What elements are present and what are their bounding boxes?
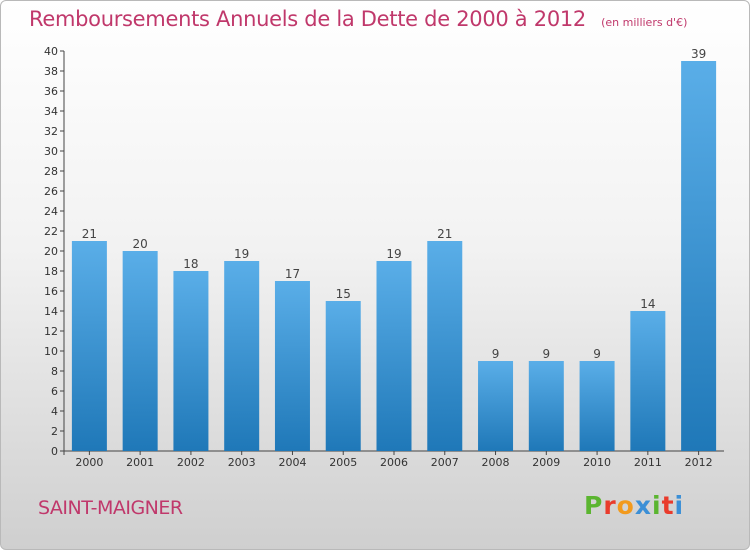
data-label: 18 [183,257,198,271]
bar [579,361,615,451]
x-tick-label: 2007 [431,456,459,469]
x-tick-label: 2001 [126,456,154,469]
data-label: 9 [492,347,500,361]
data-label: 19 [234,247,249,261]
logo-letter: r [603,491,617,520]
x-tick-label: 2000 [75,456,103,469]
chart-title: Remboursements Annuels de la Dette de 20… [29,7,586,31]
title-block: Remboursements Annuels de la Dette de 20… [29,7,687,31]
commune-name: SAINT-MAIGNER [38,497,183,519]
x-tick-label: 2011 [634,456,662,469]
y-tick-label: 34 [44,105,58,118]
label-layer: 2000 21 2001 20 2002 18 2003 19 2004 17 2005 15 2006… [75,47,712,469]
x-tick-label: 2006 [380,456,408,469]
data-label: 39 [691,47,706,61]
logo-letter: i [652,491,662,520]
logo-letter: P [584,491,604,520]
logo-letter: o [616,491,635,520]
data-label: 20 [133,237,148,251]
y-tick-label: 26 [44,185,58,198]
bar [122,251,158,451]
bar [376,261,412,451]
x-tick-label: 2002 [177,456,205,469]
y-tick-label: 40 [44,45,58,58]
bar [173,271,209,451]
logo-letter: i [674,491,685,520]
y-tick-label: 20 [44,245,58,258]
y-tick-label: 2 [51,425,58,438]
x-tick-label: 2004 [278,456,306,469]
y-tick-label: 22 [44,225,58,238]
logo-letter: x [634,491,652,520]
bar [630,311,666,451]
y-tick-label: 0 [51,445,58,458]
bar [478,361,514,451]
y-tick-label: 30 [44,145,58,158]
data-label: 14 [640,297,655,311]
y-tick-label: 8 [51,365,58,378]
data-label: 21 [82,227,97,241]
bar [427,241,463,451]
y-tick-label: 10 [44,345,58,358]
logo-letter: t [661,491,675,520]
data-label: 9 [593,347,601,361]
x-tick-label: 2005 [329,456,357,469]
bar [528,361,564,451]
y-tick-label: 32 [44,125,58,138]
data-label: 21 [437,227,452,241]
y-tick-label: 16 [44,285,58,298]
data-label: 17 [285,267,300,281]
chart-unit: (en milliers d'€) [601,16,688,29]
x-tick-label: 2003 [228,456,256,469]
y-tick-label: 28 [44,165,58,178]
x-tick-label: 2012 [685,456,713,469]
bar [224,261,260,451]
bar-layer [71,61,717,451]
proxiti-logo: Proxiti [584,491,684,520]
y-tick-label: 14 [44,305,58,318]
y-tick-label: 24 [44,205,58,218]
x-tick-label: 2008 [482,456,510,469]
bar [274,281,310,451]
y-tick-label: 36 [44,85,58,98]
data-label: 15 [336,287,351,301]
x-tick-label: 2009 [532,456,560,469]
y-tick-label: 6 [51,385,58,398]
bar [325,301,361,451]
bar [681,61,717,451]
data-label: 19 [386,247,401,261]
y-tick-label: 12 [44,325,58,338]
data-label: 9 [542,347,550,361]
bar [71,241,107,451]
y-tick-label: 4 [51,405,58,418]
y-tick-label: 18 [44,265,58,278]
y-tick-label: 38 [44,65,58,78]
x-tick-label: 2010 [583,456,611,469]
